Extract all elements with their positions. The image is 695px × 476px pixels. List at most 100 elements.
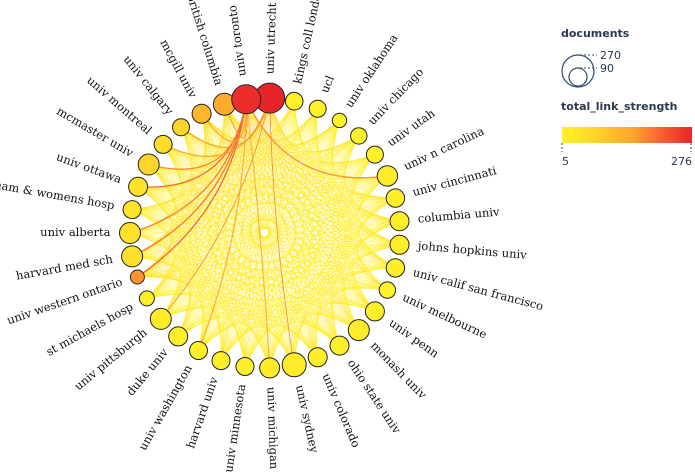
legend-color-max: 276	[671, 155, 692, 168]
node-label: univ colorado	[319, 371, 363, 449]
link-edge	[137, 186, 340, 346]
node-univ-colorado[interactable]	[307, 347, 328, 368]
link-edge	[129, 232, 175, 299]
node-harvard-univ[interactable]	[211, 351, 231, 371]
node-univ-ottawa[interactable]	[128, 176, 149, 197]
link-edge	[160, 97, 271, 320]
node-harvard-med-sch[interactable]	[121, 245, 144, 268]
legend-color-min: 5	[562, 155, 569, 168]
node-label: univ minnesota	[221, 383, 248, 473]
link-edge	[148, 113, 208, 172]
node-ohio-state-univ[interactable]	[329, 335, 350, 356]
link-edge	[244, 99, 252, 367]
node-label: univ utrecht	[263, 2, 279, 74]
node-label: univ utah	[385, 106, 438, 150]
node-univ-penn[interactable]	[364, 301, 385, 322]
link-edge	[132, 127, 192, 210]
node-kings-coll-london[interactable]	[284, 91, 304, 111]
link-edge	[131, 209, 171, 278]
link-edge	[177, 99, 247, 337]
node-label: univ penn	[387, 316, 443, 361]
node-univ-cincinnati[interactable]	[385, 188, 406, 208]
legend-color-title: total_link_strength	[561, 100, 677, 113]
node-univ-montreal[interactable]	[153, 134, 173, 154]
node-univ-washington[interactable]	[189, 341, 208, 360]
node-univ-oklahoma[interactable]	[331, 112, 348, 129]
link-edge	[148, 164, 396, 269]
node-univ-melbourne[interactable]	[378, 281, 397, 299]
node-mcgill-univ[interactable]	[191, 103, 212, 124]
legend: documents 270 90 total_link_strength 5 2…	[561, 27, 692, 168]
link-edge	[224, 104, 247, 367]
node-label: mcgill univ	[157, 37, 200, 101]
node-johns-hopkins-univ[interactable]	[389, 234, 410, 255]
node-ucl[interactable]	[308, 99, 327, 118]
link-edge	[137, 197, 396, 278]
link-edge	[197, 99, 247, 351]
node-label: harvard med sch	[15, 252, 115, 283]
node-label: brigham & womens hosp	[0, 173, 116, 212]
node-label: univ michigan	[264, 387, 281, 470]
node-label: univ alberta	[40, 225, 110, 239]
node-univ-pittsburgh[interactable]	[149, 307, 172, 330]
node-monash-univ[interactable]	[347, 319, 370, 342]
link-edge	[224, 104, 270, 368]
node-columbia-univ[interactable]	[389, 211, 410, 232]
link-edge	[245, 99, 295, 365]
node-label: univ cincinnati	[411, 163, 498, 199]
link-edge	[131, 186, 172, 257]
node-label: kings coll london	[290, 0, 325, 85]
node-label: harvard univ	[183, 375, 221, 451]
node-label: johns hopkins univ	[415, 238, 527, 262]
node-univ-calgary[interactable]	[172, 118, 190, 137]
node-univ-western-ontario[interactable]	[129, 269, 145, 285]
nodes-layer	[119, 82, 410, 379]
link-edge	[162, 104, 226, 158]
link-edge	[180, 99, 247, 148]
link-edge	[132, 144, 182, 210]
node-label: ucl	[317, 73, 337, 95]
link-edge	[137, 120, 340, 278]
legend-size-value-small: 90	[600, 62, 614, 75]
node-label: univ sydney	[293, 384, 322, 455]
link-edge	[245, 99, 271, 368]
links-layer	[129, 97, 400, 368]
link-edge	[146, 99, 247, 299]
link-edge	[146, 104, 225, 299]
legend-size-circle-small	[568, 67, 588, 87]
node-univ-alberta[interactable]	[119, 222, 141, 244]
link-edge	[269, 98, 295, 365]
node-univ-chicago[interactable]	[350, 127, 368, 145]
link-edge	[245, 99, 388, 179]
node-univ-toronto[interactable]	[231, 84, 262, 115]
link-edge	[138, 186, 396, 269]
link-edge	[129, 164, 175, 234]
node-univ-michigan[interactable]	[259, 357, 281, 379]
link-edge	[160, 104, 226, 320]
node-label: columbia univ	[417, 204, 500, 225]
node-mcmaster-univ[interactable]	[137, 153, 160, 176]
node-label: univ ottawa	[54, 150, 123, 187]
legend-size-title: documents	[561, 27, 630, 40]
link-edge	[201, 113, 388, 180]
legend-size-circle-large	[561, 54, 595, 88]
link-edge	[245, 99, 360, 331]
legend-size-value-large: 270	[600, 49, 621, 62]
link-edge	[146, 101, 295, 299]
node-brigham-womens-hosp[interactable]	[122, 200, 142, 220]
node-univ-n-carolina[interactable]	[376, 165, 399, 187]
node-duke-univ[interactable]	[168, 326, 189, 347]
link-edge	[138, 186, 400, 246]
link-edge	[177, 113, 213, 337]
node-univ-sydney[interactable]	[281, 352, 307, 378]
node-univ-calif-san-francisco[interactable]	[385, 258, 406, 278]
link-edge	[148, 99, 247, 170]
link-edge	[198, 104, 230, 351]
node-univ-utah[interactable]	[365, 145, 384, 164]
node-univ-minnesota[interactable]	[235, 357, 255, 376]
link-edge	[220, 99, 248, 361]
node-st-michaels-hosp[interactable]	[138, 290, 155, 307]
link-edge	[162, 97, 271, 157]
